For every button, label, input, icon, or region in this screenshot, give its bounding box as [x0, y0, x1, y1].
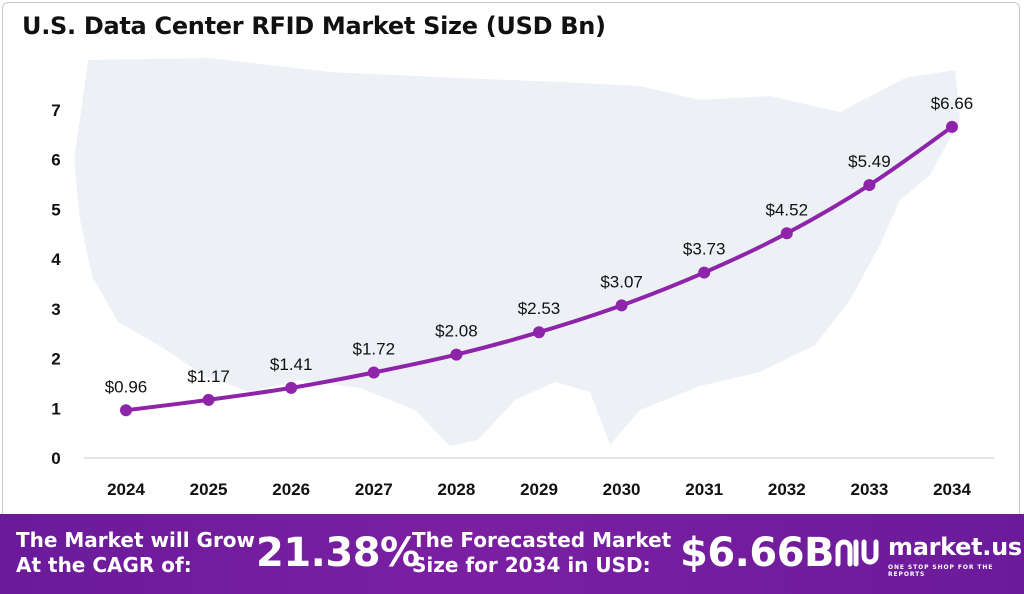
- x-tick-label: 2033: [850, 480, 888, 499]
- y-tick-label: 7: [51, 101, 60, 120]
- data-label: $5.49: [848, 152, 891, 171]
- cagr-value: 21.38%: [256, 530, 420, 576]
- data-point: [698, 266, 711, 279]
- y-tick-label: 3: [51, 300, 60, 319]
- x-tick-label: 2027: [355, 480, 393, 499]
- brand-tagline: ONE STOP SHOP FOR THE REPORTS: [888, 564, 994, 578]
- cagr-label-line2: At the CAGR of:: [16, 553, 192, 577]
- x-tick-label: 2029: [520, 480, 558, 499]
- forecast-label: The Forecasted Market Size for 2034 in U…: [412, 528, 671, 578]
- data-label: $2.08: [435, 322, 478, 341]
- x-tick-label: 2028: [437, 480, 475, 499]
- y-tick-label: 0: [51, 449, 60, 468]
- data-label: $3.07: [600, 272, 643, 291]
- x-tick-label: 2025: [190, 480, 228, 499]
- y-tick-label: 5: [51, 200, 60, 219]
- data-point: [946, 120, 958, 133]
- data-point: [367, 366, 380, 379]
- data-point: [450, 348, 463, 361]
- data-point: [120, 404, 132, 417]
- data-label: $6.66: [931, 94, 974, 113]
- data-label: $3.73: [683, 240, 726, 259]
- data-point: [863, 179, 876, 192]
- x-tick-label: 2034: [933, 480, 971, 499]
- x-tick-label: 2026: [272, 480, 310, 499]
- market-us-logo-icon: [835, 539, 879, 567]
- data-label: $1.41: [270, 355, 313, 374]
- data-label: $1.72: [353, 339, 396, 358]
- y-tick-label: 4: [51, 250, 61, 269]
- cagr-label: The Market will Grow At the CAGR of:: [16, 528, 255, 578]
- forecast-label-line2: Size for 2034 in USD:: [412, 553, 651, 577]
- x-tick-label: 2030: [603, 480, 641, 499]
- chart-title: U.S. Data Center RFID Market Size (USD B…: [22, 12, 606, 40]
- data-label: $0.96: [105, 377, 148, 396]
- x-tick-label: 2031: [685, 480, 723, 499]
- x-tick-label: 2032: [768, 480, 806, 499]
- data-point: [202, 393, 215, 406]
- data-point: [615, 299, 628, 312]
- data-point: [285, 381, 298, 394]
- cagr-label-line1: The Market will Grow: [16, 528, 256, 552]
- forecast-value: $6.66B: [680, 530, 835, 576]
- y-tick-label: 1: [51, 399, 60, 418]
- summary-banner: The Market will Grow At the CAGR of: 21.…: [0, 514, 1024, 594]
- us-map-background: [74, 58, 960, 446]
- data-label: $1.17: [187, 367, 230, 386]
- data-label: $2.53: [518, 299, 561, 318]
- line-chart: 0 1 2 3 4 5 6 7 2024 2025 2026 2027 2028 2029 2030 2031…: [51, 58, 994, 499]
- brand-name: market.us: [888, 533, 1022, 561]
- x-tick-label: 2024: [107, 480, 145, 499]
- y-tick-label: 2: [51, 350, 60, 369]
- y-tick-label: 6: [51, 151, 60, 170]
- data-label: $4.52: [766, 200, 809, 219]
- data-point: [780, 227, 793, 240]
- data-point: [533, 326, 545, 339]
- forecast-label-line1: The Forecasted Market: [412, 528, 672, 552]
